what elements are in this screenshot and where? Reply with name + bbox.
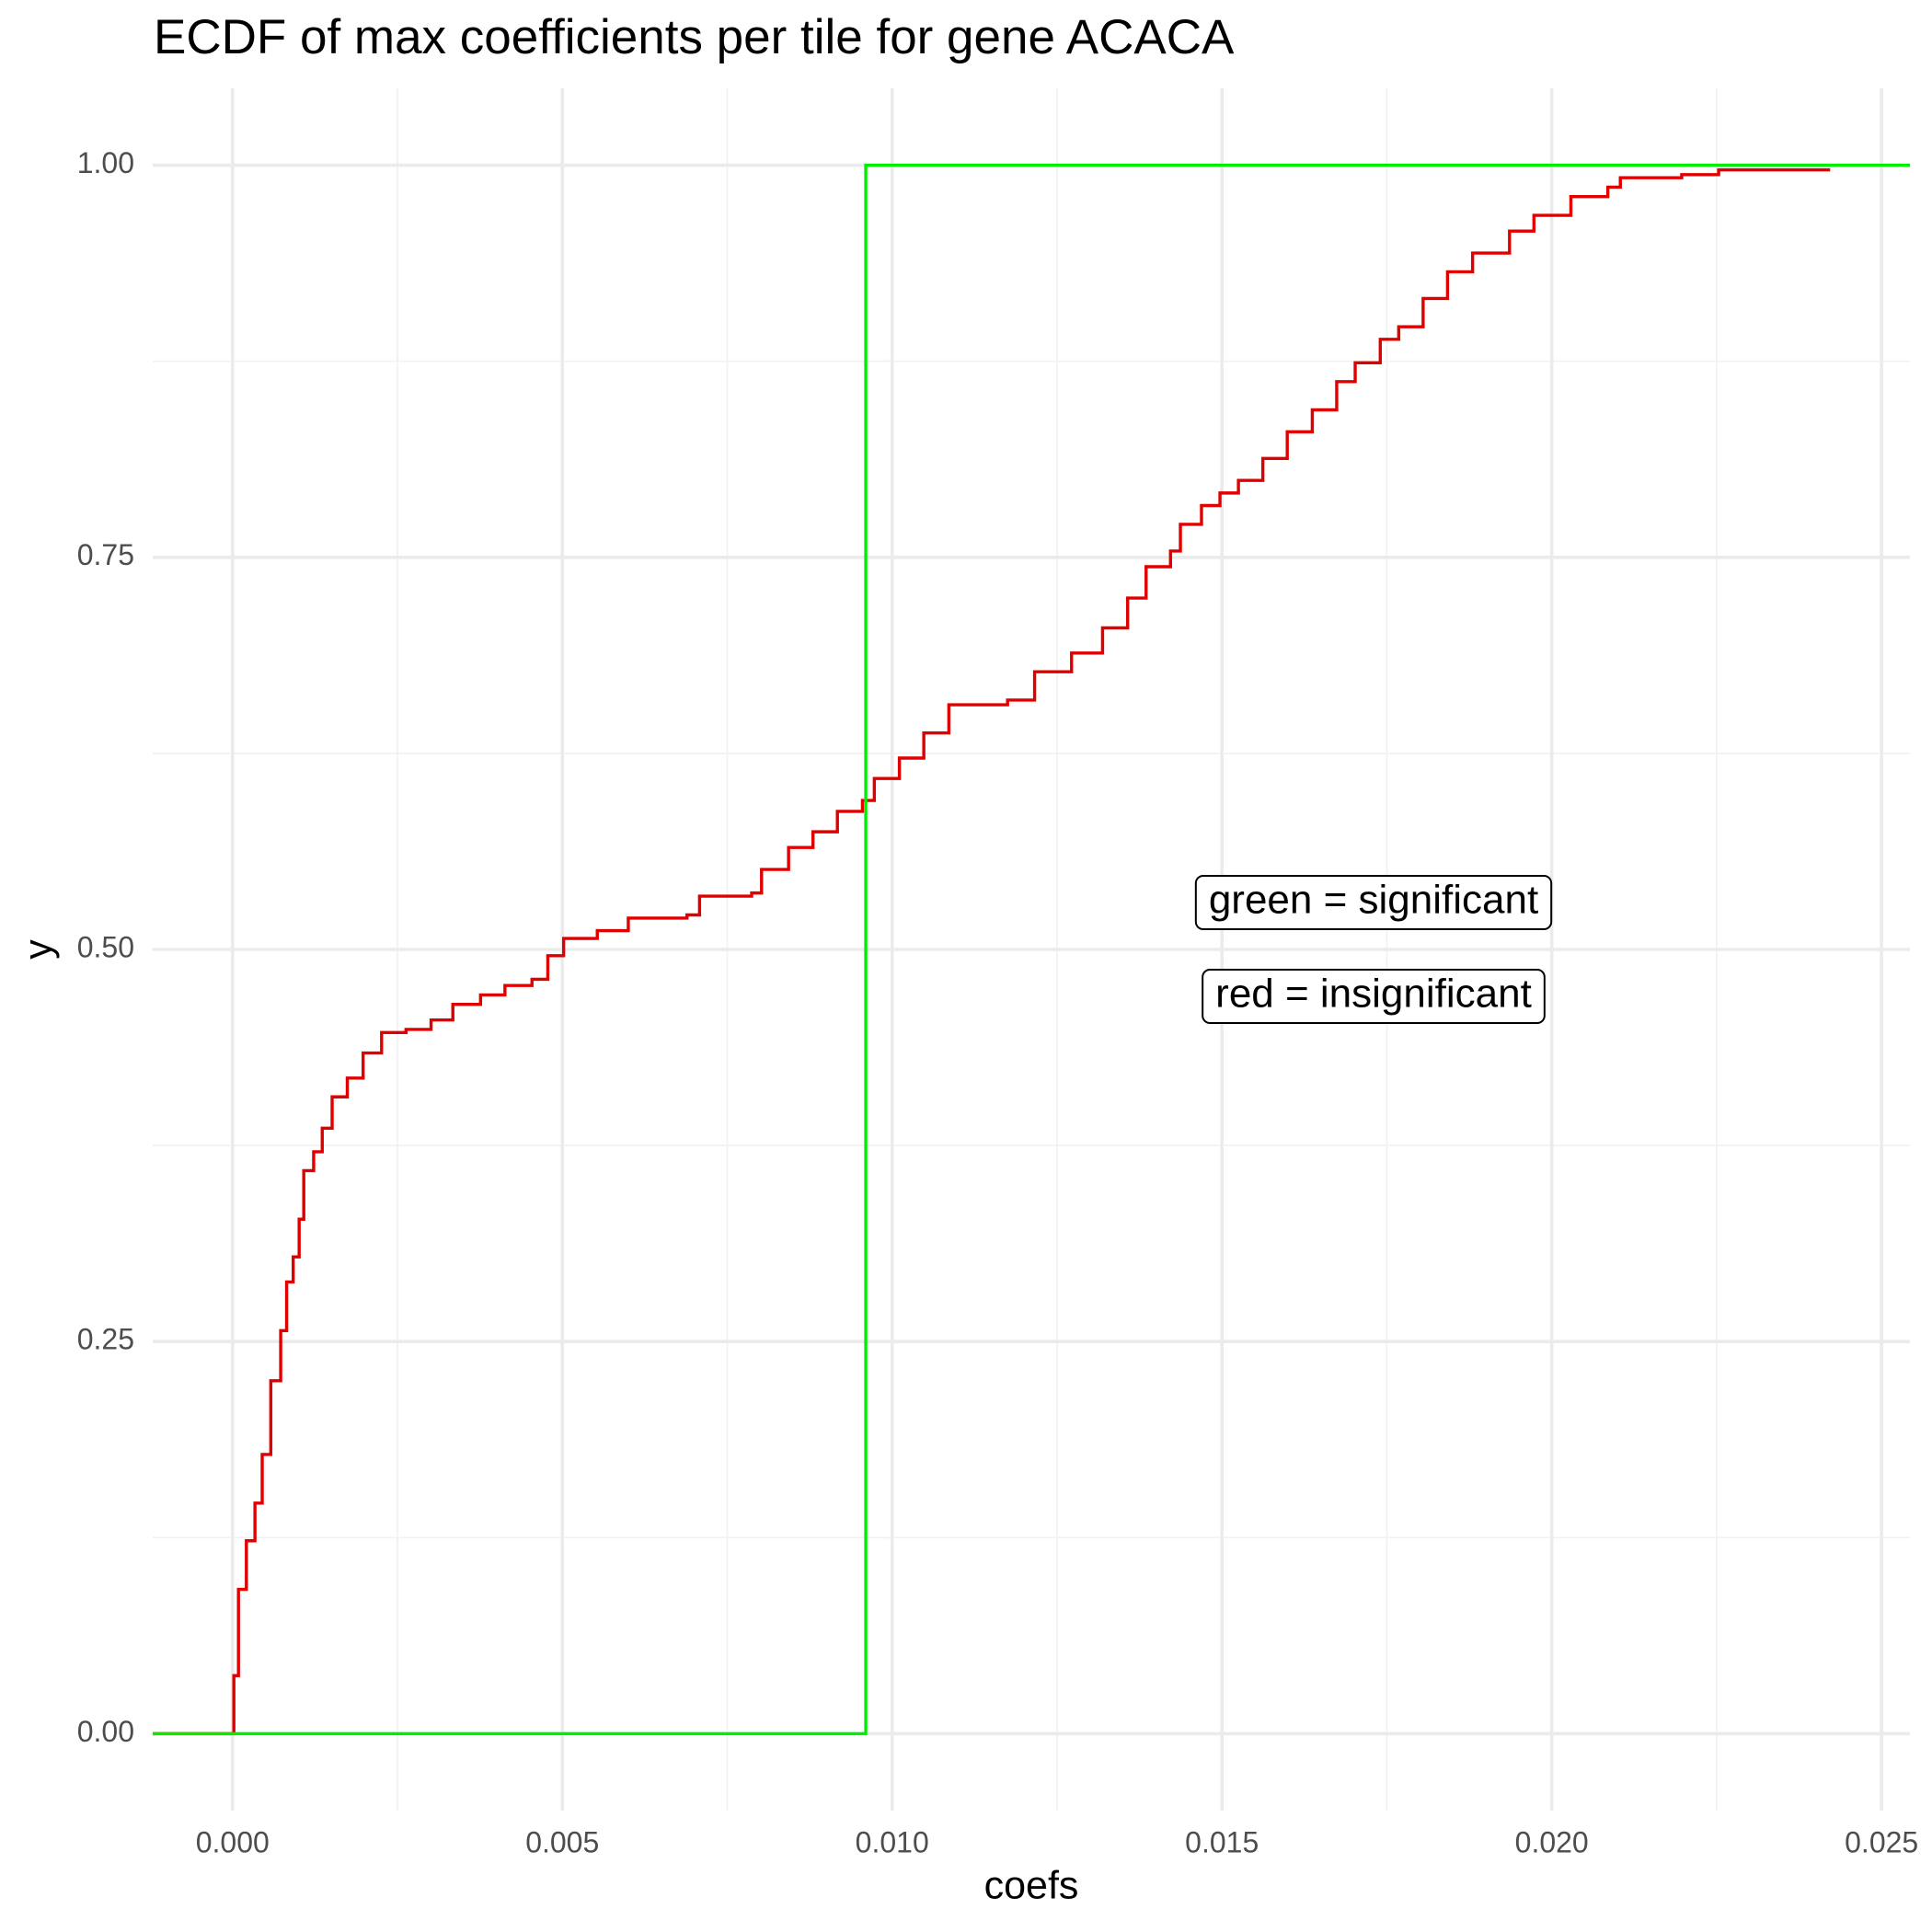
ecdf-line xyxy=(153,163,1910,1736)
y-tick-label: 0.75 xyxy=(77,538,134,571)
annotation: red = insignificant xyxy=(1202,969,1546,1024)
x-tick-label: 0.000 xyxy=(196,1825,270,1858)
y-tick-label: 0.50 xyxy=(77,930,134,963)
y-tick-label: 0.00 xyxy=(77,1715,134,1748)
y-axis-label: y xyxy=(16,939,60,960)
x-tick-label: 0.010 xyxy=(856,1825,929,1858)
x-axis-label: coefs xyxy=(984,1863,1079,1907)
y-tick-label: 0.25 xyxy=(77,1323,134,1356)
annotation-text: green = significant xyxy=(1209,878,1538,923)
ecdf-line xyxy=(153,167,1831,1736)
chart-title: ECDF of max coefficients per tile for ge… xyxy=(154,10,1235,64)
y-tick-label: 1.00 xyxy=(77,146,134,179)
x-tick-label: 0.015 xyxy=(1185,1825,1259,1858)
annotation-box xyxy=(1194,875,1553,930)
annotation: green = significant xyxy=(1194,875,1553,930)
annotation-box xyxy=(1202,969,1546,1024)
x-tick-label: 0.025 xyxy=(1845,1825,1918,1858)
annotation-text: red = insignificant xyxy=(1215,972,1532,1017)
x-tick-label: 0.005 xyxy=(525,1825,599,1858)
x-tick-label: 0.020 xyxy=(1515,1825,1589,1858)
